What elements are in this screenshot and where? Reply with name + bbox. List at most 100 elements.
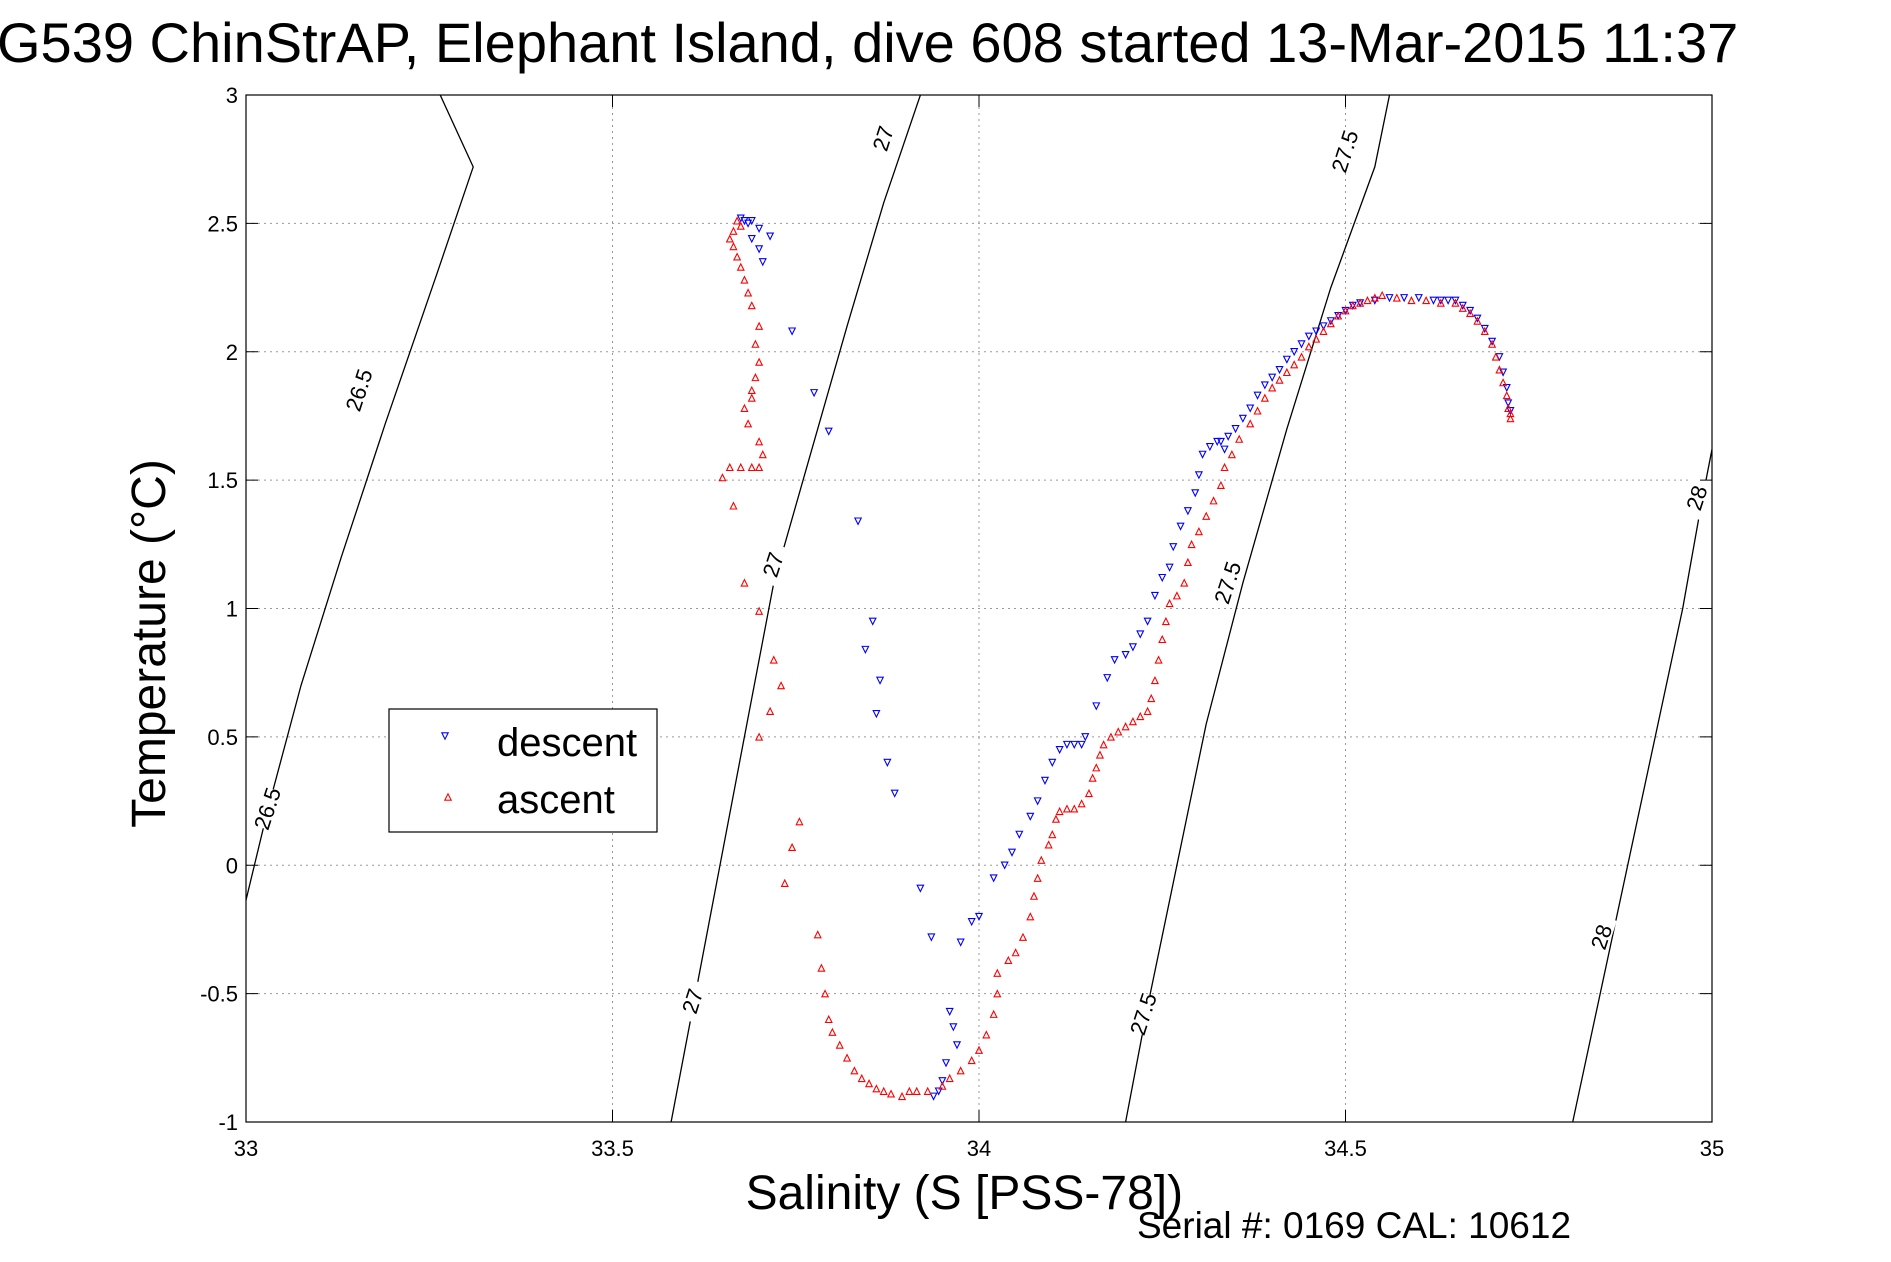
ascent-point <box>751 339 760 348</box>
descent-point <box>1158 573 1167 583</box>
ascent-point <box>1084 788 1094 798</box>
ascent-point <box>1253 406 1262 415</box>
ascent-point <box>1312 334 1321 343</box>
descent-point <box>809 389 819 398</box>
descent-point <box>736 214 745 223</box>
legend-label-descent: descent <box>497 721 637 765</box>
descent-point <box>989 874 998 883</box>
ascent-point <box>1026 912 1035 921</box>
descent-point <box>1216 437 1225 447</box>
ascent-point <box>1183 557 1192 567</box>
descent-point <box>1304 332 1313 341</box>
ascent-point <box>747 393 756 402</box>
ascent-point <box>1319 326 1328 335</box>
ascent-point <box>758 450 767 459</box>
ascent-point <box>1161 616 1170 626</box>
isopycnal-line-27.5 <box>1124 95 1391 1122</box>
descent-point <box>1400 294 1409 303</box>
y-tick-label: 3 <box>226 83 238 108</box>
descent-point <box>929 1092 938 1101</box>
descent-point <box>1081 733 1090 742</box>
descent-point <box>1260 381 1269 390</box>
ascent-point <box>1297 352 1306 361</box>
ascent-point <box>733 216 742 225</box>
ascent-point <box>736 262 745 271</box>
descent-point <box>1312 327 1321 336</box>
ascent-point <box>1436 298 1445 307</box>
ascent-point <box>1165 598 1174 608</box>
descent-point <box>1458 301 1467 310</box>
descent-point <box>1275 365 1284 375</box>
ascent-point <box>1209 496 1218 505</box>
ascent-point <box>1150 675 1160 685</box>
ascent-point <box>769 655 778 664</box>
ascent-point <box>993 989 1002 998</box>
ascent-point <box>824 1014 833 1024</box>
ascent-point <box>1194 527 1203 536</box>
ascent-point <box>747 385 756 395</box>
descent-point <box>1103 674 1112 683</box>
ascent-point <box>1121 722 1130 731</box>
ascent-point <box>828 1027 837 1036</box>
x-tick-label: 34 <box>967 1136 991 1161</box>
legend-label-ascent: ascent <box>497 778 615 822</box>
descent-point <box>1077 740 1086 750</box>
descent-point <box>1246 404 1255 413</box>
descent-point <box>744 219 753 228</box>
descent-point <box>1007 848 1017 857</box>
ascent-point <box>740 578 749 587</box>
ascent-point <box>777 681 786 690</box>
descent-point <box>1231 425 1240 434</box>
ascent-point <box>956 1066 965 1075</box>
ascent-point <box>857 1073 866 1083</box>
ascent-point <box>747 462 756 472</box>
ascent-point <box>1348 301 1357 310</box>
descent-point <box>1062 740 1072 750</box>
ascent-point <box>1499 378 1508 387</box>
descent-point <box>1169 543 1178 552</box>
ascent-point <box>905 1086 914 1095</box>
ascent-point <box>1290 360 1299 369</box>
ascent-point <box>1062 804 1072 813</box>
descent-point <box>766 232 775 241</box>
ascent-point <box>1172 591 1181 600</box>
descent-point <box>747 235 756 244</box>
ascent-point <box>820 989 830 998</box>
descent-point <box>1048 758 1057 767</box>
axis-ticks: 33 33.5 34 34.5 35 -1 -0.5 0 0.5 1 1.5 2 2.5 3 <box>200 83 1724 1161</box>
descent-point <box>956 938 965 947</box>
descent-point <box>1290 348 1299 357</box>
ascent-point <box>1235 434 1244 443</box>
descent-point <box>938 1077 947 1086</box>
descent-point <box>967 917 976 927</box>
ascent-point <box>736 462 745 472</box>
descent-point <box>875 676 885 685</box>
ascent-point <box>1048 830 1057 839</box>
descent-point <box>916 884 925 893</box>
ascent-point <box>1092 763 1101 772</box>
descent-point <box>974 912 984 922</box>
ascent-point <box>787 842 797 852</box>
ascent-point <box>1268 383 1277 392</box>
ascent-point <box>780 878 789 887</box>
descent-point <box>1319 322 1328 331</box>
descent-point <box>890 789 899 798</box>
ascent-point <box>982 1030 991 1039</box>
ascent-point <box>938 1081 947 1090</box>
ascent-point <box>1095 750 1105 759</box>
descent-point <box>1128 643 1138 652</box>
descent-point <box>1506 407 1515 416</box>
ascent-point <box>1504 403 1513 412</box>
ascent-point <box>1011 948 1020 957</box>
ascent-point <box>989 1009 998 1018</box>
descent-point <box>1205 442 1214 452</box>
ascent-point <box>1088 773 1097 782</box>
isopycnal-label: 28 <box>1678 475 1712 520</box>
ascent-point <box>1004 955 1013 964</box>
ascent-point <box>1502 390 1511 400</box>
ascent-point <box>1220 462 1229 472</box>
legend-marker-ascent <box>443 792 453 801</box>
ascent-point <box>1216 480 1225 490</box>
